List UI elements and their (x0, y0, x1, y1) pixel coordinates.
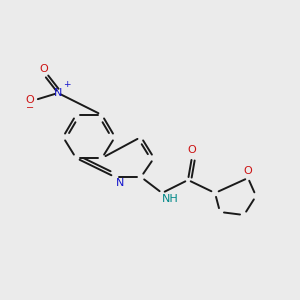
Text: NH: NH (162, 194, 179, 204)
Text: N: N (54, 88, 62, 98)
Text: O: O (244, 166, 252, 176)
Text: +: + (63, 80, 70, 89)
Text: O: O (25, 95, 34, 105)
Text: N: N (116, 178, 124, 188)
Text: O: O (188, 145, 196, 155)
Text: −: − (26, 103, 34, 113)
Text: O: O (40, 64, 48, 74)
